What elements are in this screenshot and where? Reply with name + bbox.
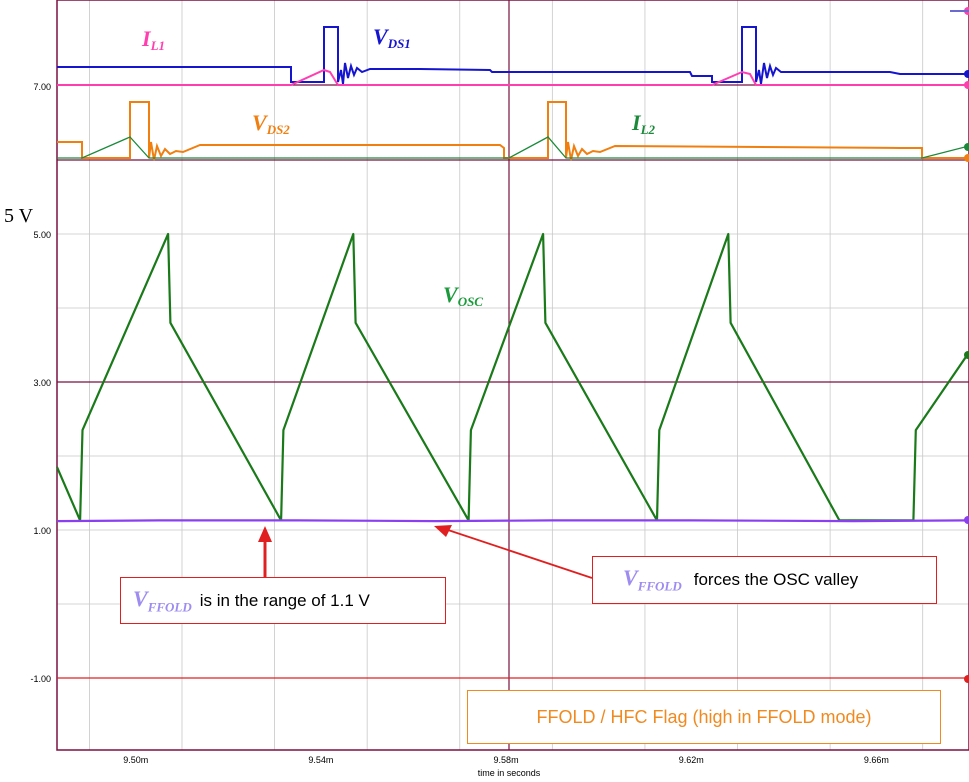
arrow-left-head (434, 525, 452, 537)
series-line-v-osc (55, 232, 969, 522)
annotation-var: VFFOLD (623, 565, 682, 594)
vds2-trace (57, 101, 969, 161)
plot-frame (56, 0, 969, 751)
label-vosc: VOSC (443, 282, 483, 309)
y-tick-label: 1.00 (33, 526, 51, 536)
annotation-ffold-valley: VFFOLD forces the OSC valley (592, 556, 937, 604)
label-il2: IL2 (631, 110, 656, 137)
x-tick-label: 9.58m (494, 755, 519, 765)
arrow-left-shaft (447, 529, 593, 579)
annotation-text: forces the OSC valley (693, 570, 859, 589)
marker-5 (964, 154, 969, 162)
x-tick-label: 9.50m (123, 755, 148, 765)
top-pane-tick-label: 7.00 (33, 82, 51, 92)
label-vds2: VDS2 (252, 110, 290, 137)
x-tick-label: 9.66m (864, 755, 889, 765)
il2-trace (57, 136, 969, 159)
arrow-up-head (258, 526, 272, 542)
annotation-text: is in the range of 1.1 V (199, 590, 370, 610)
series-group (55, 232, 969, 679)
il1-trace (57, 68, 969, 86)
flag-label-box: FFOLD / HFC Flag (high in FFOLD mode) (467, 690, 941, 744)
marker-4 (964, 143, 969, 151)
x-axis-label: time in seconds (478, 768, 541, 778)
y-tick-label: 3.00 (33, 378, 51, 388)
x-tick-label: 9.54m (308, 755, 333, 765)
y-tick-label: -1.00 (30, 674, 51, 684)
grid-lines (57, 0, 969, 750)
marker-3 (964, 81, 969, 89)
vds1-trace (57, 26, 969, 85)
annotation-ffold-range: VFFOLD is in the range of 1.1 V (120, 577, 446, 624)
label-il1: IL1 (141, 26, 165, 53)
y-tick-label: 5.00 (33, 230, 51, 240)
marker-2 (964, 70, 969, 78)
y-side-label: 5 V (4, 205, 34, 227)
marker-6 (964, 351, 969, 359)
x-tick-label: 9.62m (679, 755, 704, 765)
label-vds1: VDS1 (373, 24, 411, 51)
annotation-var: VFFOLD (133, 585, 192, 615)
marker-7 (964, 516, 969, 524)
series-line-v-ffold (56, 519, 969, 523)
marker-8 (964, 675, 969, 683)
top-pane-traces (57, 26, 969, 161)
axis-ticks: 9.50m 9.54m 9.58m 9.62m 9.66m 5.00 3.00 1.00 -1.… (30, 230, 888, 765)
channel-markers (950, 7, 969, 683)
